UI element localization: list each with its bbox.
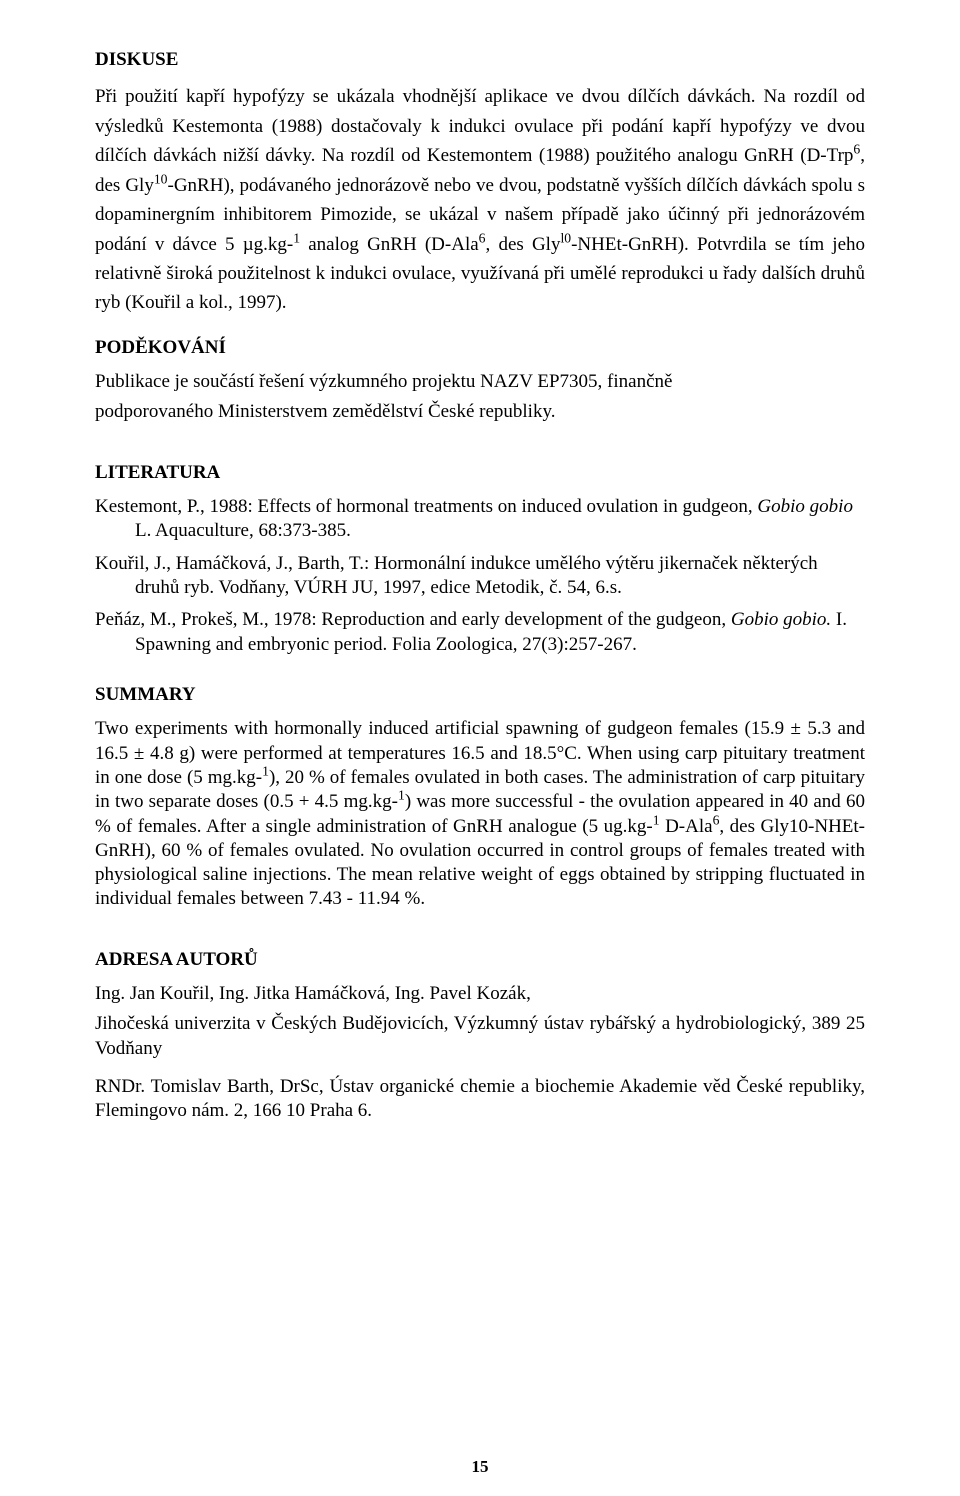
spacer bbox=[95, 431, 865, 461]
heading-adresa: ADRESA AUTORŮ bbox=[95, 948, 865, 972]
podekovani-line-2: podporovaného Ministerstvem zemědělství … bbox=[95, 400, 865, 424]
reference-item: Kestemont, P., 1988: Effects of hormonal… bbox=[95, 495, 865, 544]
adresa-line-3: RNDr. Tomislav Barth, DrSc, Ústav organi… bbox=[95, 1075, 865, 1124]
spacer bbox=[95, 922, 865, 930]
paragraph-summary: Two experiments with hormonally induced … bbox=[95, 717, 865, 912]
adresa-line-2: Jihočeská univerzita v Českých Budějovic… bbox=[95, 1012, 865, 1061]
page-number: 15 bbox=[0, 1456, 960, 1478]
reference-item: Kouřil, J., Hamáčková, J., Barth, T.: Ho… bbox=[95, 552, 865, 601]
podekovani-line-1: Publikace je součástí řešení výzkumného … bbox=[95, 370, 865, 394]
heading-literatura: LITERATURA bbox=[95, 461, 865, 485]
paper-page: DISKUSE Při použití kapří hypofýzy se uk… bbox=[0, 0, 960, 1496]
spacer bbox=[95, 665, 865, 683]
heading-podekovani: PODĚKOVÁNÍ bbox=[95, 336, 865, 360]
spacer bbox=[95, 1067, 865, 1075]
paragraph-diskuse: Při použití kapří hypofýzy se ukázala vh… bbox=[95, 82, 865, 318]
adresa-line-1: Ing. Jan Kouřil, Ing. Jitka Hamáčková, I… bbox=[95, 982, 865, 1006]
heading-summary: SUMMARY bbox=[95, 683, 865, 707]
heading-diskuse: DISKUSE bbox=[95, 48, 865, 72]
reference-item: Peňáz, M., Prokeš, M., 1978: Reproductio… bbox=[95, 608, 865, 657]
